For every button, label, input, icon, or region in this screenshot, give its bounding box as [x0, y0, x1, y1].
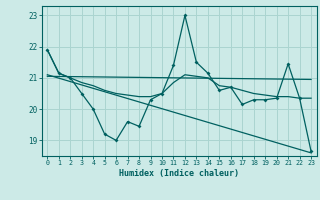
X-axis label: Humidex (Indice chaleur): Humidex (Indice chaleur) [119, 169, 239, 178]
